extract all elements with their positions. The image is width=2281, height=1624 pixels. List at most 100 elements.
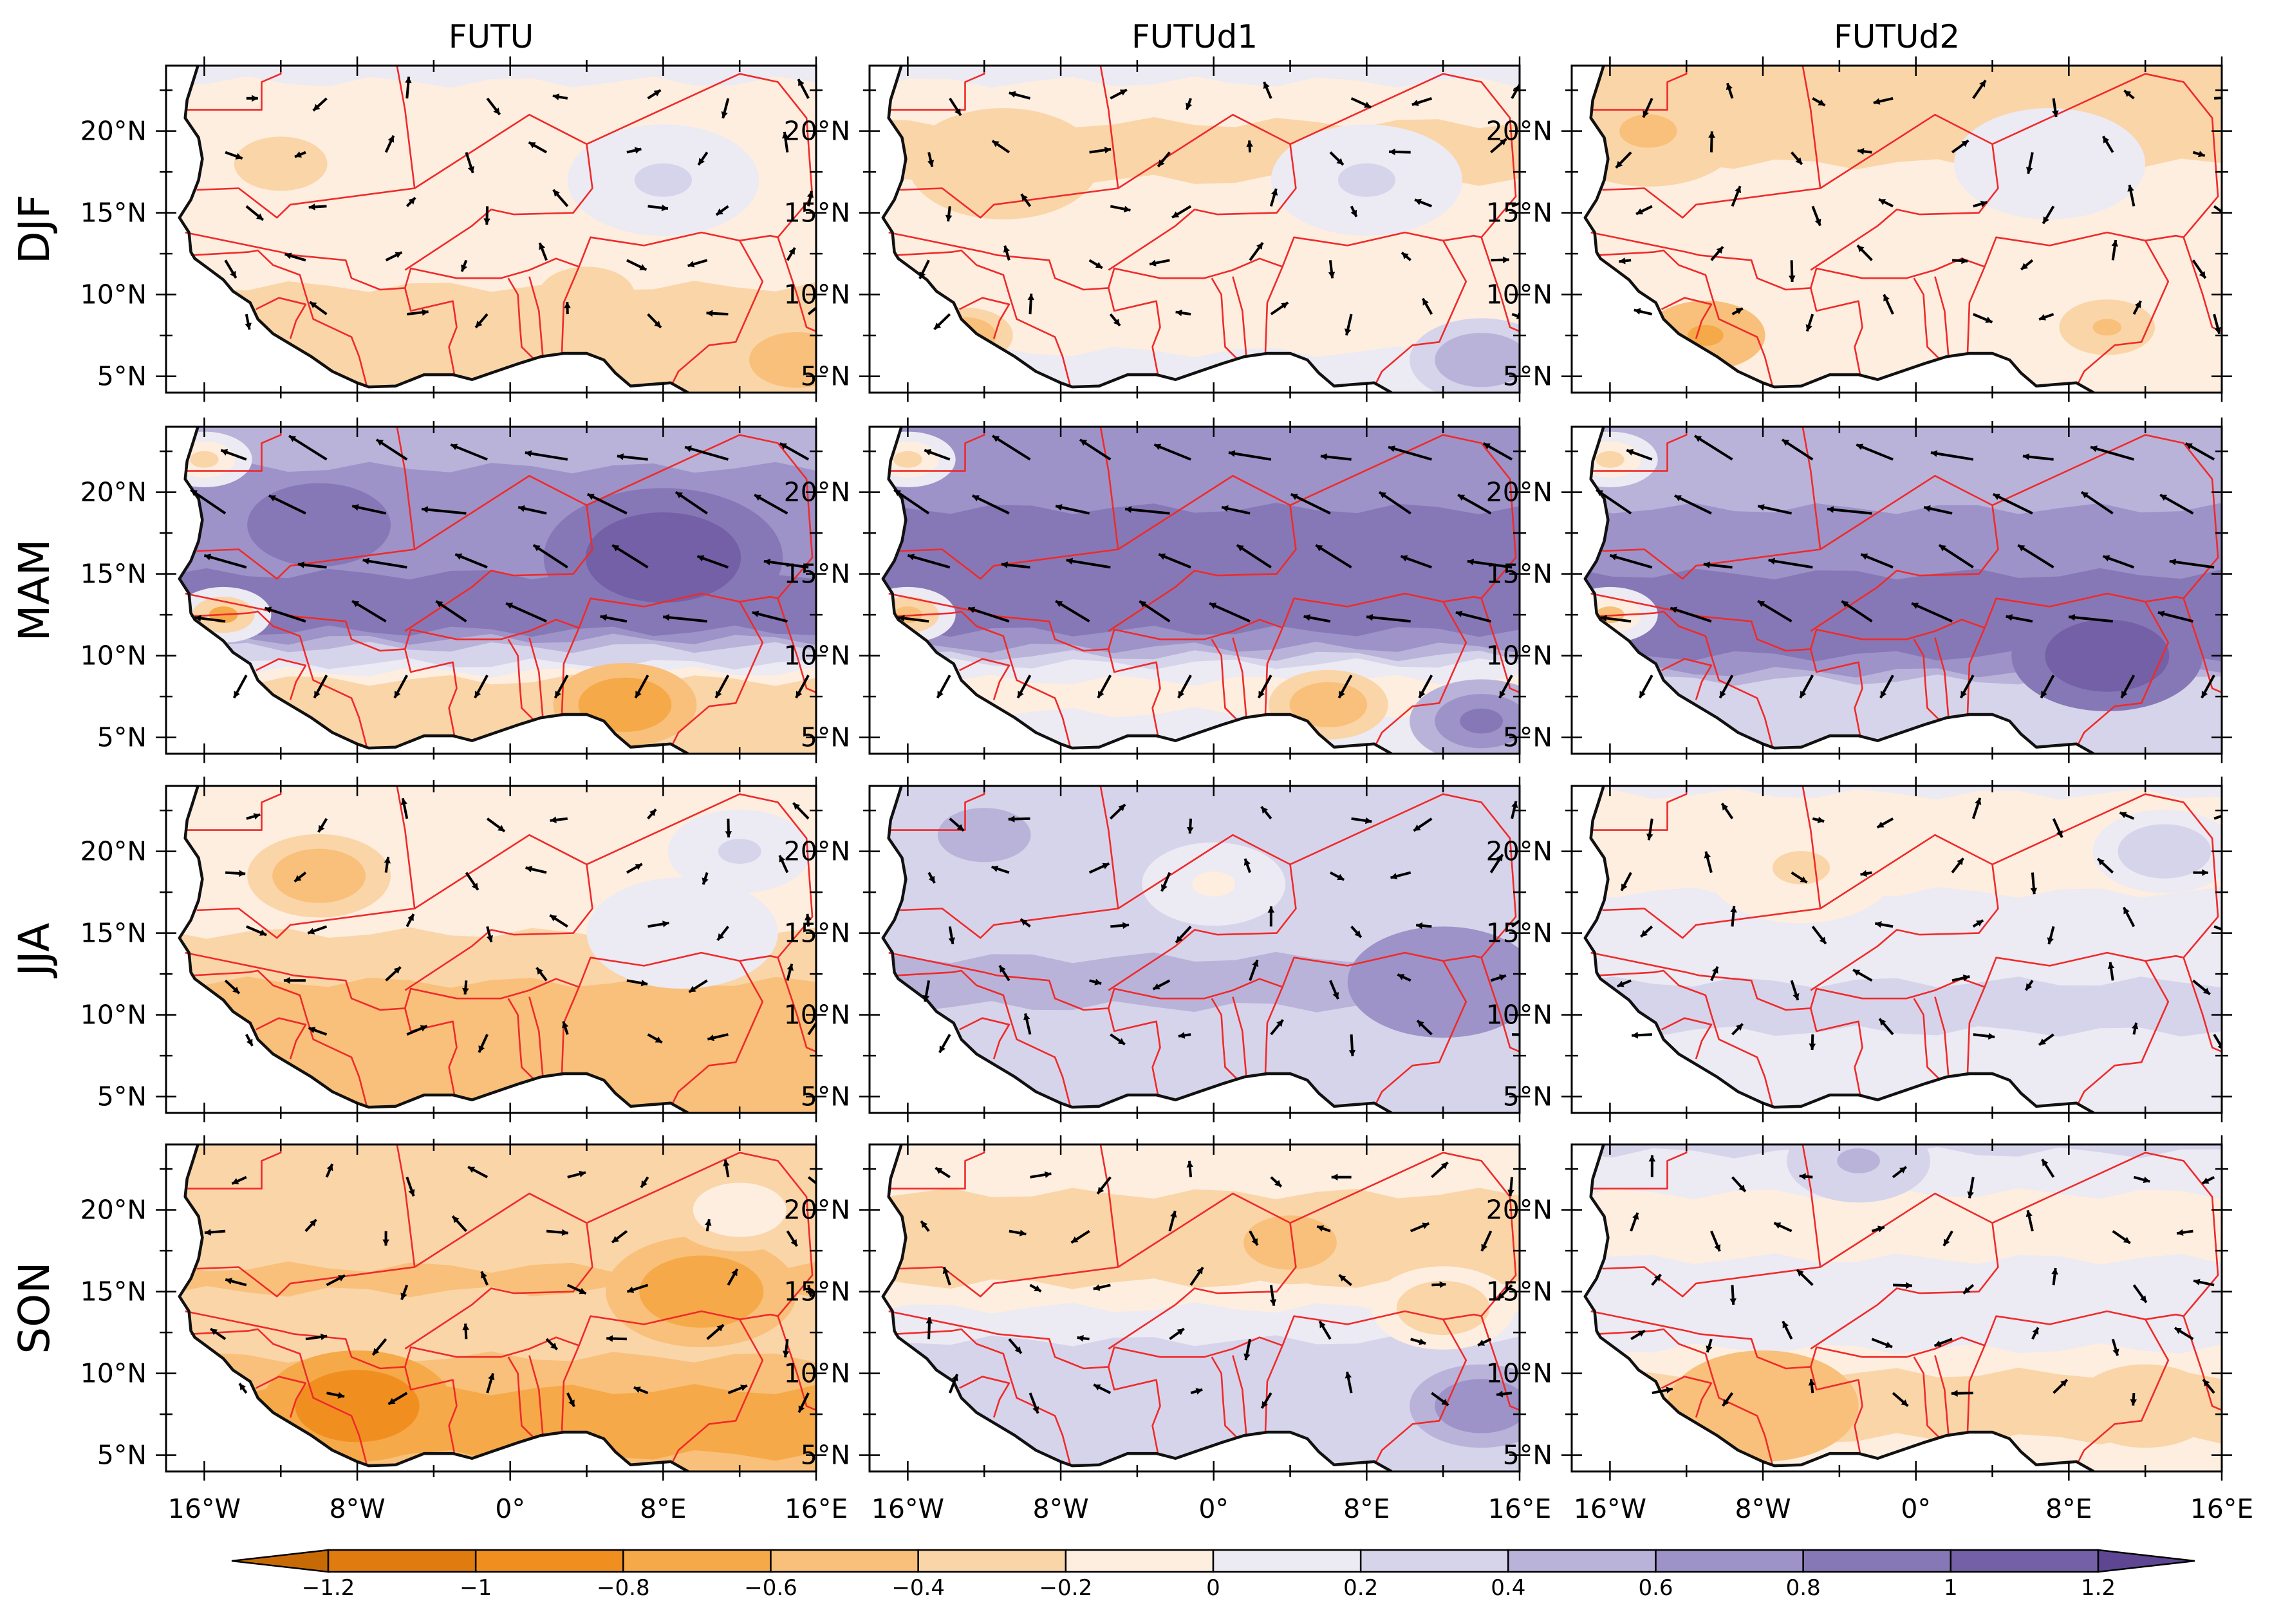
wind-arrow-head [1097, 1186, 1104, 1194]
field-band [882, 911, 1520, 931]
lon-tick-label: 8°E [2045, 1493, 2092, 1524]
field-band [1585, 1050, 2222, 1070]
border-line [777, 957, 816, 1053]
wind-arrow-head [1290, 494, 1298, 500]
wind-arrow-head [1439, 1281, 1446, 1288]
wind-arrow-head [1098, 691, 1104, 698]
wind-arrow-head [1799, 1173, 1806, 1181]
field-band [882, 427, 1520, 434]
wind-arrow-head [1093, 1284, 1101, 1291]
wind-arrow-head [782, 131, 789, 139]
wind-arrow-shaft [1378, 490, 1411, 515]
border-line [894, 969, 1072, 1107]
wind-arrow-shaft [1209, 602, 1251, 623]
lat-tick-label: 15°N [1486, 559, 1552, 590]
border-line [507, 1356, 534, 1438]
wind-arrow-head [1339, 1274, 1346, 1282]
field-band [179, 288, 816, 310]
border-line [2078, 601, 2170, 745]
wind-arrow-head [627, 1286, 635, 1293]
wind-arrow-head [1980, 200, 1988, 207]
field-band [1585, 1253, 2222, 1274]
field-band [179, 445, 816, 466]
border-line [1602, 786, 1821, 939]
field-band [870, 395, 1520, 416]
field-band [1585, 1001, 2222, 1022]
field-band [882, 568, 1520, 589]
field-band [882, 1066, 1520, 1087]
field-band [882, 503, 1520, 523]
wind-arrow-head [476, 321, 483, 328]
wind-arrow-head [945, 214, 953, 221]
colorbar-over-triangle [2097, 1549, 2195, 1573]
wind-arrow-head [246, 1038, 253, 1046]
field-band [882, 330, 1520, 350]
colorbar-tick-label: −0.6 [744, 1575, 797, 1601]
border-line [191, 610, 368, 748]
wind-arrow-head [894, 490, 902, 496]
axis-ticks [156, 417, 826, 763]
border-line [1264, 1152, 1517, 1434]
wind-arrow-head [992, 140, 1000, 147]
border-line [1810, 649, 1863, 738]
wind-arrow-head [579, 1170, 586, 1177]
wind-arrow-head [528, 142, 536, 149]
field-band [179, 740, 816, 754]
field-band [882, 1302, 1520, 1323]
colorbar-box [622, 1549, 772, 1573]
wind-arrow-head [1634, 308, 1641, 315]
field-band [1585, 1245, 2222, 1265]
wind-arrow-head [562, 1021, 569, 1029]
wind-arrow-head [1034, 1285, 1041, 1292]
wind-arrow-head [1808, 1379, 1816, 1386]
wind-arrow-head [1366, 613, 1373, 621]
wind-arrow-shaft [1511, 919, 1520, 928]
wind-arrow-head [2202, 1177, 2210, 1184]
row-title: MAM [10, 539, 59, 641]
wind-arrow-head [1817, 816, 1825, 823]
wind-arrow-head [1320, 453, 1327, 460]
wind-arrow-head [400, 1293, 407, 1300]
field-band [179, 821, 816, 842]
wind-arrow-head [1243, 1353, 1251, 1361]
wind-arrow-head [550, 816, 557, 823]
coastline [1583, 786, 2095, 1113]
lon-tick-label: 16°E [2190, 1493, 2254, 1524]
lat-tick-label: 5°N [97, 1440, 147, 1471]
field-band [1585, 66, 2222, 73]
wind-arrow-head [451, 443, 458, 451]
wind-arrow-head [716, 208, 723, 215]
wind-arrow-head [1934, 1340, 1942, 1347]
field-band [882, 264, 1520, 285]
wind-arrow-head [2174, 1327, 2182, 1334]
wind-arrow-head [1963, 1287, 1971, 1294]
field-band [882, 1009, 1520, 1030]
axis-ticks [1561, 56, 2232, 402]
wind-arrow-head [1988, 1032, 1995, 1040]
lat-tick-label: 5°N [1503, 1440, 1552, 1471]
wind-arrow-head [362, 557, 369, 565]
wind-arrow-head [1094, 978, 1102, 985]
wind-arrow-head [1281, 303, 1289, 309]
wind-arrow-head [2103, 555, 2110, 562]
wind-arrow-head [1782, 440, 1789, 446]
wind-arrow-head [478, 1045, 485, 1052]
wind-arrow-head [924, 449, 932, 456]
wind-arrow-head [1708, 131, 1715, 138]
field-band [882, 100, 1520, 122]
wind-arrow-head [1596, 490, 1604, 496]
field-band [882, 1261, 1520, 1282]
wind-arrow-head [2225, 95, 2231, 102]
colorbar-tick-label: −0.8 [597, 1575, 650, 1601]
border-line [1596, 249, 1774, 387]
field-band [882, 429, 1520, 450]
border-line [1810, 1367, 1863, 1455]
lat-tick-label: 20°N [1486, 116, 1552, 147]
axis-ticks [859, 1135, 1530, 1481]
border-line [1934, 996, 1950, 1076]
axis-ticks [156, 56, 826, 402]
lat-tick-label: 20°N [80, 116, 147, 147]
lon-tick-label: 16°E [1488, 1493, 1552, 1524]
field-band [179, 1441, 816, 1462]
field-band [882, 478, 1520, 499]
